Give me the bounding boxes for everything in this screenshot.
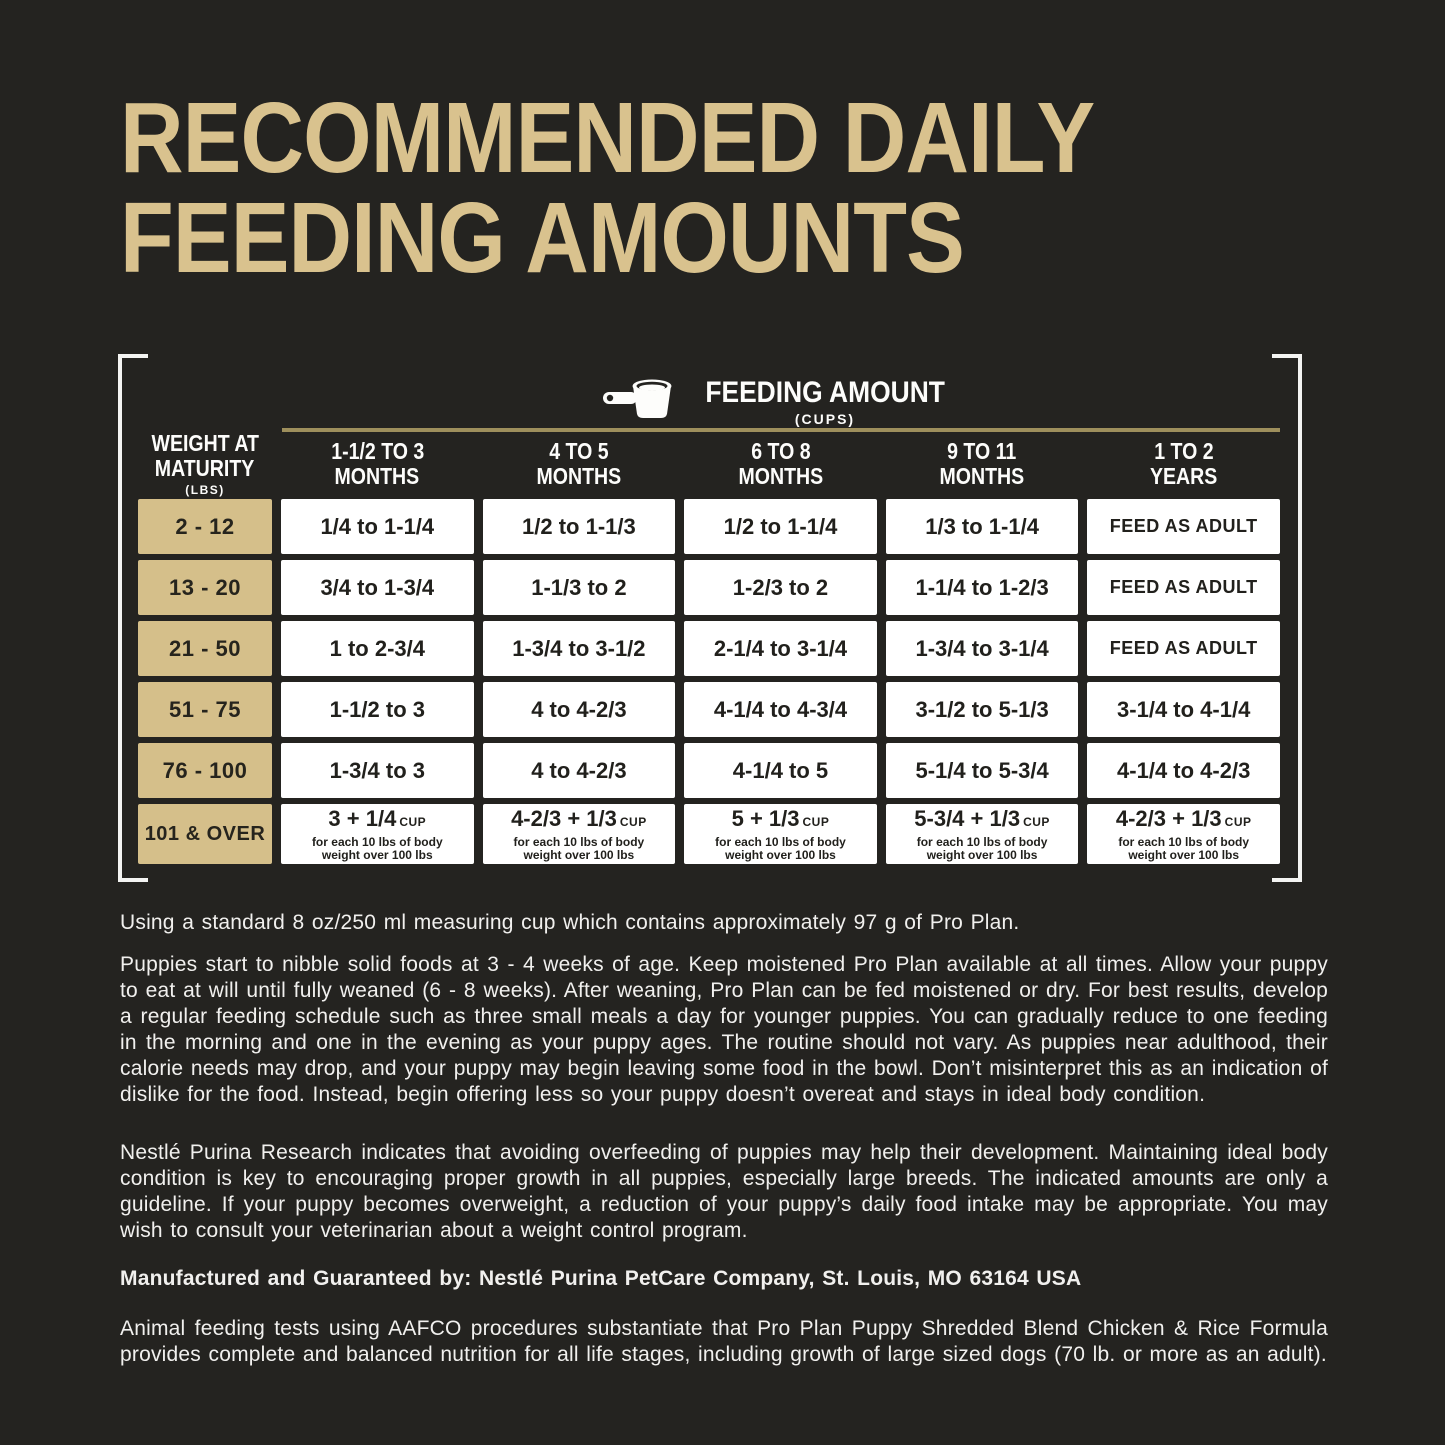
column-header-age-2: 6 TO 8 MONTHS <box>738 438 823 489</box>
gold-divider <box>282 428 1280 432</box>
table-cell: 3-1/4 to 4-1/4 <box>1087 682 1280 737</box>
table-cell: 1-1/2 to 3 <box>281 682 474 737</box>
weight-cell: 13 - 20 <box>138 560 272 615</box>
weight-cell: 2 - 12 <box>138 499 272 554</box>
cup-unit-label: CUP <box>619 814 647 829</box>
table-cell: 4-1/4 to 5 <box>684 743 877 798</box>
page-title: RECOMMENDED DAILY FEEDING AMOUNTS <box>120 88 1227 288</box>
feeding-grid: WEIGHT AT MATURITY (LBS) 1-1/2 TO 3 MONT… <box>138 430 1280 864</box>
over-row-note: for each 10 lbs of body weight over 100 l… <box>513 834 645 862</box>
table-cell: 1-3/4 to 3-1/4 <box>885 621 1079 676</box>
right-bracket-decoration <box>1272 354 1302 882</box>
page-title-line1: RECOMMENDED DAILY <box>120 82 1095 194</box>
cup-unit-label: CUP <box>1023 814 1050 829</box>
column-header-age-1: 4 TO 5 MONTHS <box>536 438 622 489</box>
feeding-table: FEEDING AMOUNT (CUPS) WEIGHT AT MATURITY… <box>118 352 1302 884</box>
table-cell: 4 to 4-2/3 <box>482 743 676 798</box>
table-cell: 1-3/4 to 3-1/2 <box>482 621 676 676</box>
feeding-amount-heading: FEEDING AMOUNT (CUPS) <box>282 376 1280 427</box>
page-title-line2: FEEDING AMOUNTS <box>120 182 965 294</box>
table-cell: 4-2/3 + 1/3 CUP for each 10 lbs of body we… <box>482 804 676 864</box>
measuring-cup-note: Using a standard 8 oz/250 ml measuring c… <box>120 911 1020 934</box>
table-cell: 3-1/2 to 5-1/3 <box>885 682 1079 737</box>
over-row-note: for each 10 lbs of body weight over 100 l… <box>1118 834 1250 862</box>
table-cell: 5 + 1/3 CUP for each 10 lbs of body weight… <box>684 804 877 864</box>
over-row-note: for each 10 lbs of body weight over 100 l… <box>916 834 1048 862</box>
table-cell: 4-1/4 to 4-3/4 <box>684 682 877 737</box>
weight-cell: 51 - 75 <box>138 682 272 737</box>
weight-cell: 76 - 100 <box>138 743 272 798</box>
feeding-amount-unit: (CUPS) <box>794 411 856 427</box>
cup-unit-label: CUP <box>802 814 830 829</box>
table-cell: 1/2 to 1-1/3 <box>482 499 676 554</box>
table-cell: 5-1/4 to 5-3/4 <box>885 743 1079 798</box>
table-cell: 3/4 to 1-3/4 <box>281 560 474 615</box>
table-cell: FEED AS ADULT <box>1087 560 1280 615</box>
table-cell: 1-1/3 to 2 <box>482 560 676 615</box>
table-cell: 5-3/4 + 1/3 CUP for each 10 lbs of body we… <box>885 804 1079 864</box>
table-cell: 1-1/4 to 1-2/3 <box>885 560 1079 615</box>
left-bracket-decoration <box>118 354 148 882</box>
column-header-age-0: 1-1/2 TO 3 MONTHS <box>330 438 424 489</box>
table-cell: 4 to 4-2/3 <box>482 682 676 737</box>
manufacturer-line: Manufactured and Guaranteed by: Nestlé P… <box>120 1267 1082 1290</box>
cup-unit-label: CUP <box>399 814 427 829</box>
cup-unit-label: CUP <box>1224 814 1252 829</box>
aafco-paragraph: Animal feeding tests using AAFCO procedu… <box>120 1317 1328 1366</box>
table-cell: 4-2/3 + 1/3 CUP for each 10 lbs of body we… <box>1087 804 1280 864</box>
table-cell: 1-2/3 to 2 <box>684 560 877 615</box>
table-cell: 3 + 1/4 CUP for each 10 lbs of body weight… <box>281 804 474 864</box>
table-cell: 1/2 to 1-1/4 <box>684 499 877 554</box>
notes-section: Using a standard 8 oz/250 ml measuring c… <box>120 910 1328 1368</box>
over-row-note: for each 10 lbs of body weight over 100 l… <box>311 834 443 862</box>
research-paragraph: Nestlé Purina Research indicates that av… <box>120 1141 1328 1242</box>
feeding-amount-label: FEEDING AMOUNT <box>705 376 945 409</box>
weight-cell: 101 & OVER <box>138 804 272 864</box>
weight-cell: 21 - 50 <box>138 621 272 676</box>
table-cell: 1/4 to 1-1/4 <box>281 499 474 554</box>
table-cell: 4-1/4 to 4-2/3 <box>1087 743 1280 798</box>
table-cell: 1 to 2-3/4 <box>281 621 474 676</box>
table-cell: 2-1/4 to 3-1/4 <box>684 621 877 676</box>
column-header-age-3: 9 TO 11 MONTHS <box>939 438 1025 489</box>
feeding-schedule-paragraph: Puppies start to nibble solid foods at 3… <box>120 953 1328 1106</box>
table-cell: FEED AS ADULT <box>1087 621 1280 676</box>
column-header-weight: WEIGHT AT MATURITY (LBS) <box>151 430 259 498</box>
over-row-note: for each 10 lbs of body weight over 100 l… <box>715 834 846 862</box>
table-cell: FEED AS ADULT <box>1087 499 1280 554</box>
measuring-cup-icon <box>601 376 675 427</box>
table-cell: 1/3 to 1-1/4 <box>885 499 1079 554</box>
table-cell: 1-3/4 to 3 <box>281 743 474 798</box>
column-header-age-4: 1 TO 2 YEARS <box>1150 438 1218 489</box>
